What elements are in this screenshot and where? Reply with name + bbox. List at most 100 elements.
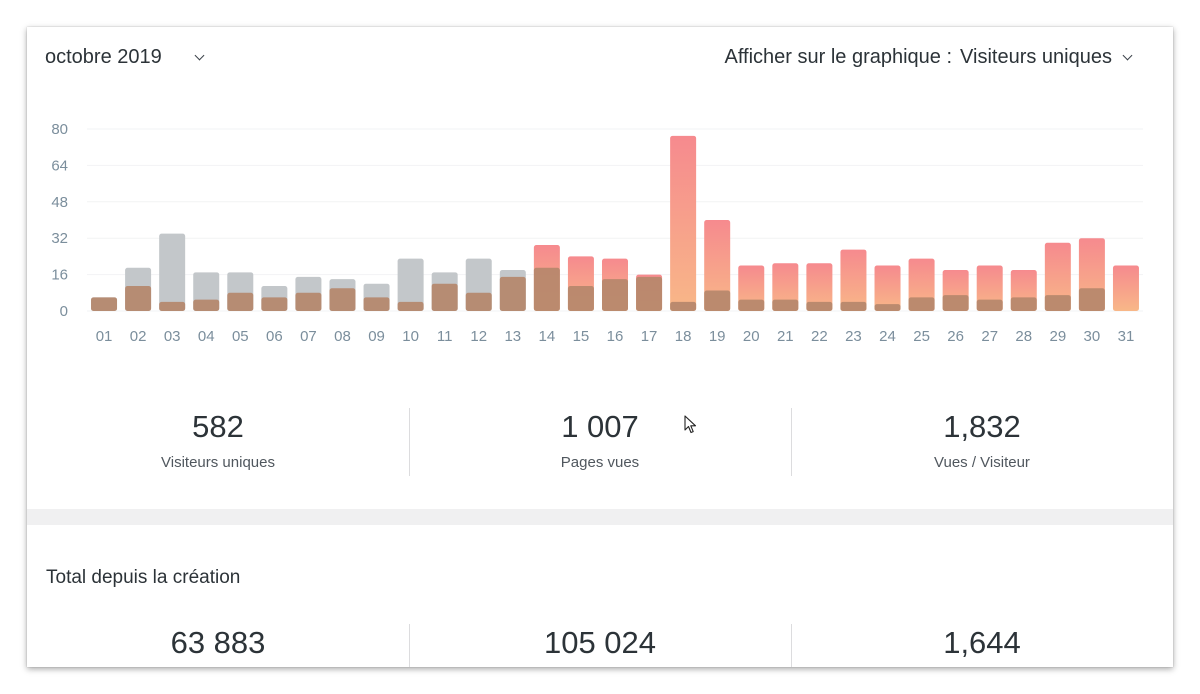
stat-value: 1,832: [943, 409, 1021, 444]
x-tick-label: 29: [1049, 328, 1066, 345]
y-tick-label: 0: [60, 303, 68, 320]
bar-overlay[interactable]: [159, 301, 186, 311]
bar-overlay[interactable]: [193, 299, 220, 311]
bar-overlay[interactable]: [908, 297, 935, 311]
bar-overlay[interactable]: [295, 292, 322, 311]
bar-overlay[interactable]: [91, 297, 118, 311]
bar-overlay[interactable]: [738, 299, 765, 311]
x-tick-label: 25: [913, 328, 930, 345]
bar-visitors[interactable]: [772, 263, 799, 311]
x-tick-label: 23: [845, 328, 862, 345]
bar-overlay[interactable]: [976, 299, 1003, 311]
x-tick-label: 10: [402, 328, 419, 345]
bar-overlay[interactable]: [1078, 288, 1105, 311]
period-stats: 582 Visiteurs uniques 1 007 Pages vues 1…: [27, 408, 1173, 476]
stat-value: 1 007: [561, 409, 639, 444]
bar-visitors[interactable]: [1112, 265, 1139, 312]
bar-overlay[interactable]: [261, 297, 288, 311]
bar-visitors[interactable]: [397, 258, 424, 311]
x-tick-label: 08: [334, 328, 351, 345]
total-views-per-visitor: 1,644: [791, 624, 1173, 667]
stat-page-views: 1 007 Pages vues: [409, 408, 791, 476]
bar-overlay[interactable]: [772, 299, 799, 311]
bar-visitors[interactable]: [704, 220, 731, 311]
bar-overlay[interactable]: [602, 279, 628, 311]
stat-views-per-visitor: 1,832 Vues / Visiteur: [791, 408, 1173, 476]
bar-overlay[interactable]: [567, 285, 594, 311]
display-value[interactable]: Visiteurs uniques: [960, 45, 1112, 68]
x-tick-label: 11: [437, 328, 453, 345]
y-tick-label: 64: [51, 157, 68, 174]
total-title: Total depuis la création: [46, 567, 241, 588]
x-tick-label: 09: [368, 328, 385, 345]
x-tick-label: 04: [198, 328, 215, 345]
x-tick-label: 20: [743, 328, 760, 345]
x-tick-label: 06: [266, 328, 283, 345]
y-tick-label: 80: [51, 121, 68, 138]
x-tick-label: 13: [504, 328, 521, 345]
bar-overlay[interactable]: [125, 285, 152, 311]
x-tick-label: 24: [879, 328, 896, 345]
bar-overlay[interactable]: [636, 276, 663, 311]
bar-overlay[interactable]: [1044, 295, 1071, 311]
bar-visitors[interactable]: [806, 263, 833, 311]
bar-overlay[interactable]: [431, 283, 458, 311]
mouse-pointer-icon: [684, 415, 697, 434]
bar-visitors[interactable]: [874, 265, 901, 312]
stat-value: 1,644: [943, 625, 1021, 660]
bar-overlay[interactable]: [704, 290, 731, 311]
stat-label: Pages vues: [560, 454, 640, 471]
x-tick-label: 30: [1084, 328, 1101, 345]
x-tick-label: 19: [709, 328, 726, 345]
bar-overlay[interactable]: [227, 292, 254, 311]
x-tick-label: 14: [539, 328, 556, 345]
bar-overlay[interactable]: [397, 301, 424, 311]
stat-label: Visiteurs uniques: [161, 454, 275, 471]
x-tick-label: 02: [130, 328, 147, 345]
x-tick-label: 17: [641, 328, 658, 345]
x-tick-label: 15: [573, 328, 590, 345]
stat-value: 105 024: [543, 625, 657, 660]
bar-overlay[interactable]: [806, 301, 833, 311]
bar-overlay[interactable]: [499, 276, 526, 311]
x-tick-label: 01: [96, 328, 113, 345]
x-tick-label: 22: [811, 328, 828, 345]
x-tick-label: 05: [232, 328, 249, 345]
stat-unique-visitors: 582 Visiteurs uniques: [27, 408, 409, 471]
stats-card: octobre 2019 Afficher sur le graphique :…: [27, 27, 1173, 667]
bar-visitors[interactable]: [670, 135, 697, 311]
x-tick-label: 21: [777, 328, 794, 345]
bar-visitors[interactable]: [159, 233, 186, 311]
bar-overlay[interactable]: [874, 304, 901, 311]
bar-overlay[interactable]: [670, 301, 697, 311]
bar-overlay[interactable]: [533, 267, 560, 311]
x-tick-label: 03: [164, 328, 181, 345]
month-selector[interactable]: octobre 2019: [45, 43, 205, 71]
stat-value: 582: [192, 409, 244, 444]
y-tick-label: 48: [51, 194, 68, 211]
month-label: octobre 2019: [45, 45, 162, 68]
bar-visitors[interactable]: [1044, 242, 1071, 311]
stat-value: 63 883: [170, 625, 266, 660]
section-divider: [27, 509, 1173, 525]
x-tick-label: 16: [607, 328, 624, 345]
stat-label: Vues / Visiteur: [934, 454, 1030, 471]
x-tick-label: 28: [1015, 328, 1032, 345]
bar-overlay[interactable]: [942, 295, 969, 311]
bar-visitors[interactable]: [840, 249, 867, 311]
x-tick-label: 26: [947, 328, 964, 345]
bar-overlay[interactable]: [465, 292, 492, 311]
display-label: Afficher sur le graphique :: [724, 45, 953, 68]
bar-overlay[interactable]: [329, 288, 356, 311]
x-tick-label: 18: [675, 328, 692, 345]
visitors-bar-chart: 0 16 32 48 64 80 01 02 03 04 05 06 07 08 09 10 11 12 13 14 1…: [51, 121, 1143, 345]
chart-display-selector[interactable]: Afficher sur le graphique : Visiteurs un…: [724, 43, 1133, 71]
x-tick-label: 07: [300, 328, 317, 345]
total-stats: 63 883 105 024 1,644: [27, 624, 1173, 667]
bar-overlay[interactable]: [840, 301, 867, 311]
x-tick-label: 27: [981, 328, 998, 345]
x-tick-label: 12: [470, 328, 487, 345]
bar-overlay[interactable]: [1010, 297, 1037, 311]
y-tick-label: 32: [51, 230, 68, 247]
bar-overlay[interactable]: [363, 297, 390, 311]
